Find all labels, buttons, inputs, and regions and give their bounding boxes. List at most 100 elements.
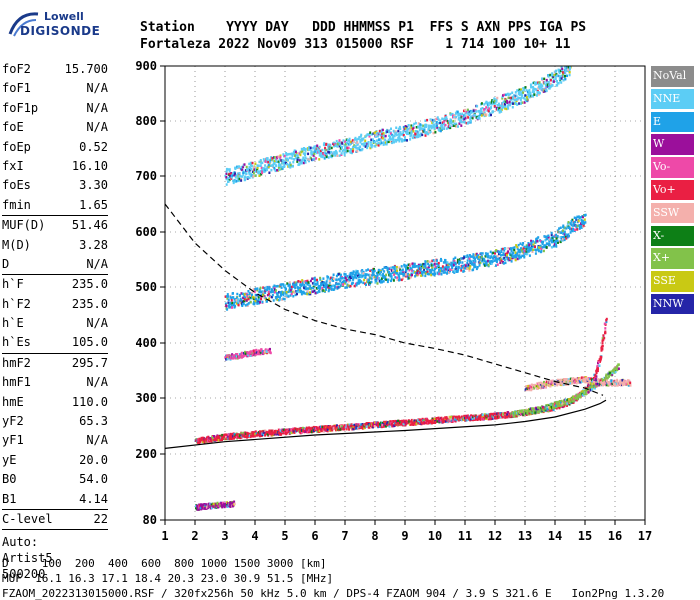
echo-point bbox=[420, 274, 423, 277]
echo-point bbox=[309, 430, 312, 433]
echo-point bbox=[528, 90, 530, 93]
echo-point bbox=[438, 418, 441, 421]
echo-point bbox=[468, 267, 471, 270]
echo-point bbox=[410, 262, 413, 266]
echo-point bbox=[554, 75, 557, 78]
echo-point bbox=[424, 261, 427, 264]
echo-point bbox=[248, 162, 251, 166]
echo-point bbox=[552, 406, 555, 410]
echo-point bbox=[250, 173, 252, 176]
echo-point bbox=[449, 126, 452, 130]
echo-point bbox=[338, 144, 341, 148]
echo-point bbox=[414, 134, 417, 138]
echo-point bbox=[346, 424, 349, 427]
echo-point bbox=[543, 244, 546, 247]
echo-point bbox=[240, 292, 243, 295]
echo-point bbox=[483, 111, 486, 114]
echo-point bbox=[235, 302, 238, 305]
echo-point bbox=[352, 145, 355, 149]
echo-point bbox=[445, 418, 448, 421]
echo-point bbox=[423, 268, 426, 272]
echo-point bbox=[461, 264, 464, 268]
echo-point bbox=[473, 261, 476, 265]
echo-point bbox=[254, 299, 257, 303]
echo-point bbox=[582, 215, 584, 219]
echo-point bbox=[555, 404, 558, 407]
echo-point bbox=[379, 133, 382, 137]
echo-point bbox=[595, 369, 598, 373]
echo-point bbox=[313, 152, 316, 156]
echo-point bbox=[305, 287, 308, 291]
echo-point bbox=[322, 277, 325, 280]
echo-point bbox=[501, 97, 504, 100]
echo-point bbox=[358, 279, 361, 282]
echo-point bbox=[421, 417, 424, 421]
echo-point bbox=[436, 271, 439, 274]
echo-point bbox=[375, 271, 378, 275]
echo-point bbox=[433, 118, 436, 122]
echo-point bbox=[249, 161, 252, 165]
echo-point bbox=[384, 275, 387, 279]
echo-point bbox=[267, 160, 270, 164]
echo-point bbox=[439, 127, 442, 130]
echo-point bbox=[436, 126, 439, 130]
echo-point bbox=[261, 433, 264, 436]
echo-point bbox=[558, 406, 561, 410]
echo-point bbox=[324, 146, 327, 150]
echo-point bbox=[355, 271, 358, 274]
echo-point bbox=[468, 110, 471, 114]
echo-point bbox=[234, 172, 237, 175]
echo-point bbox=[302, 161, 305, 165]
echo-point bbox=[409, 128, 412, 132]
echo-point bbox=[384, 134, 387, 138]
echo-point bbox=[263, 431, 266, 434]
echo-point bbox=[600, 345, 603, 348]
echo-point bbox=[567, 66, 570, 69]
echo-point bbox=[357, 272, 360, 276]
echo-point bbox=[282, 153, 285, 156]
echo-point bbox=[268, 171, 271, 174]
echo-point bbox=[377, 144, 380, 147]
echo-point bbox=[312, 154, 315, 157]
echo-point bbox=[224, 295, 227, 298]
echo-point bbox=[472, 259, 475, 263]
echo-point bbox=[537, 248, 539, 251]
echo-point bbox=[286, 157, 289, 161]
echo-point bbox=[560, 231, 563, 234]
echo-point bbox=[568, 73, 571, 77]
echo-point bbox=[410, 126, 413, 129]
echo-point bbox=[399, 137, 402, 140]
echo-point bbox=[342, 283, 345, 286]
echo-point bbox=[416, 132, 419, 136]
echo-point bbox=[213, 435, 215, 438]
echo-point bbox=[485, 113, 488, 116]
echo-point bbox=[229, 301, 232, 305]
echo-point bbox=[562, 402, 565, 406]
echo-point bbox=[503, 249, 506, 252]
echo-point bbox=[307, 148, 310, 151]
echo-point bbox=[369, 274, 372, 277]
echo-point bbox=[419, 263, 422, 266]
echo-point bbox=[535, 88, 538, 91]
echo-point bbox=[206, 437, 209, 441]
echo-point bbox=[296, 160, 299, 163]
echo-point bbox=[332, 279, 335, 282]
echo-point bbox=[322, 429, 325, 433]
echo-point bbox=[462, 269, 465, 273]
echo-point bbox=[575, 217, 577, 220]
echo-point bbox=[289, 163, 292, 167]
echo-point bbox=[409, 420, 412, 423]
echo-point bbox=[465, 121, 468, 125]
echo-point bbox=[240, 165, 243, 169]
echo-point bbox=[433, 417, 436, 421]
echo-point bbox=[541, 242, 544, 245]
echo-point bbox=[565, 403, 568, 406]
echo-point bbox=[372, 273, 375, 276]
echo-point bbox=[338, 149, 341, 153]
echo-point bbox=[228, 178, 231, 182]
echo-point bbox=[433, 269, 436, 273]
echo-point bbox=[583, 214, 586, 217]
echo-point bbox=[449, 121, 451, 124]
echo-point bbox=[431, 418, 434, 422]
echo-point bbox=[497, 102, 500, 106]
